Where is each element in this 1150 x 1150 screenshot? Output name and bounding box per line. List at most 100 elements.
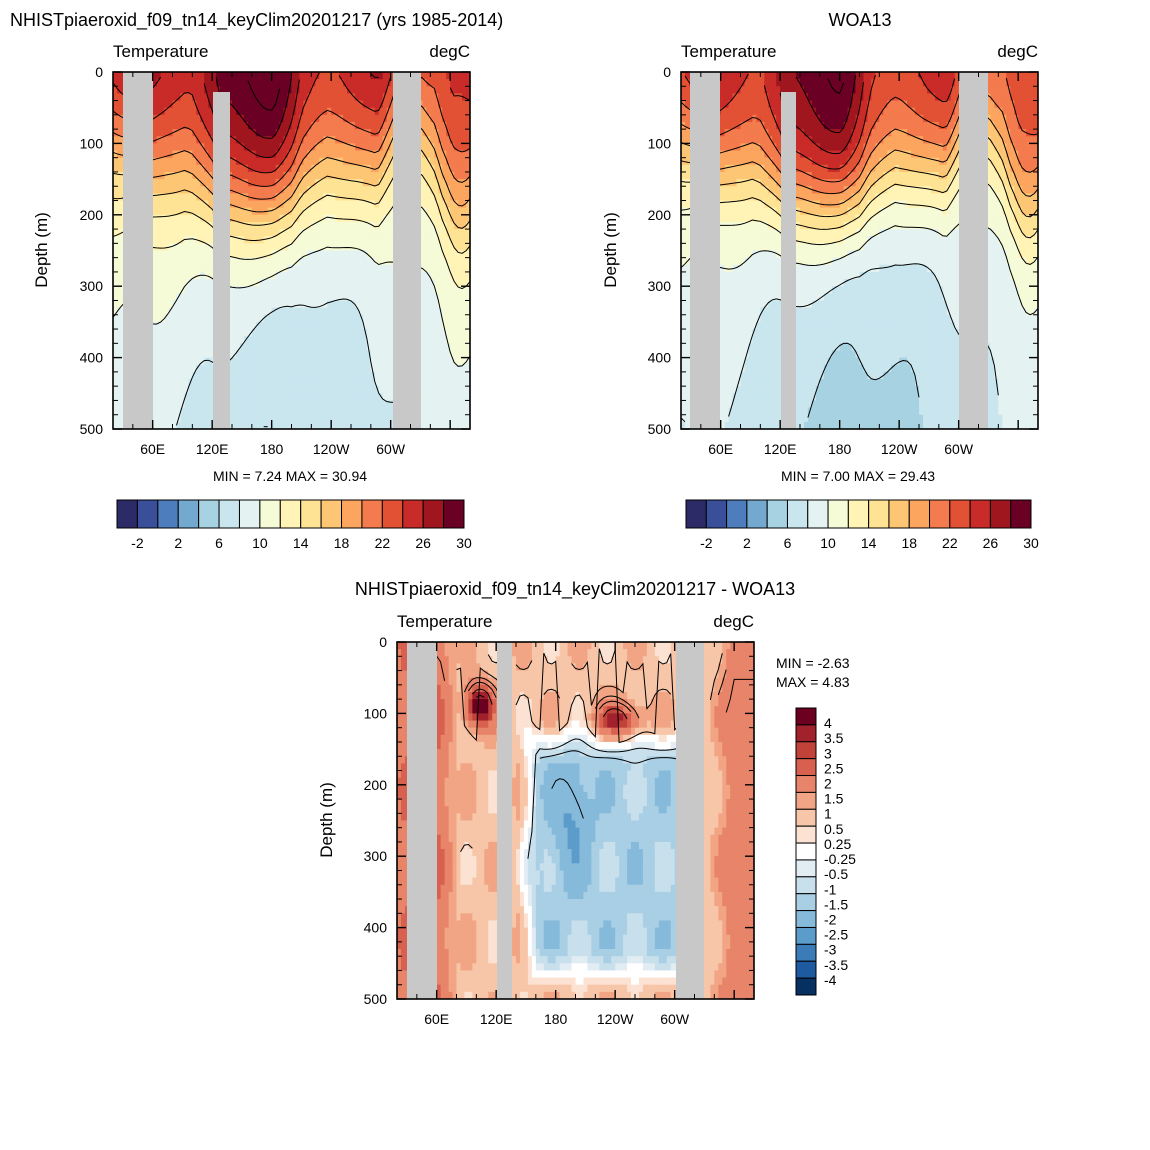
land-mask [781, 92, 796, 429]
y-ticks-obs: 0 100 200 300 400 500 [648, 64, 1038, 437]
colorbar-swatch [402, 499, 424, 529]
x-ticks-obs: 60E 120E 180 120W 60W [680, 72, 1039, 457]
colorbar-swatch [908, 499, 931, 529]
colorbar-swatch [795, 910, 817, 928]
y-tick-label: 500 [364, 991, 388, 1007]
colorbar-label: 22 [942, 535, 958, 551]
colorbar-swatch [795, 960, 817, 979]
colorbar-label: 1 [824, 806, 832, 822]
x-tick-label: 120W [881, 441, 918, 457]
colorbar-swatch [795, 977, 817, 996]
x-tick-label: 60W [660, 1011, 690, 1027]
x-tick-label: 180 [544, 1011, 568, 1027]
colorbar-label: 14 [293, 535, 309, 551]
colorbar-label: 3.5 [824, 730, 844, 746]
colorbar-label: 2 [174, 535, 182, 551]
colorbar-label: 18 [334, 535, 350, 551]
colorbar-swatch [766, 499, 788, 529]
label-temperature-diff: Temperature [397, 612, 492, 631]
x-tick-label: 60E [708, 441, 733, 457]
label-units-model: degC [429, 42, 470, 61]
colorbar-swatch [443, 499, 465, 529]
colorbar-swatch [341, 499, 363, 529]
label-units-diff: degC [713, 612, 754, 631]
x-tick-label: 60E [424, 1011, 449, 1027]
colorbar-swatch [136, 499, 159, 529]
y-tick-label: 300 [80, 278, 104, 294]
colorbar-label: -1.5 [824, 896, 848, 912]
colorbar-label: 10 [252, 535, 268, 551]
colorbar-swatch [259, 499, 281, 529]
colorbar-swatch [795, 859, 817, 878]
x-tick-label: 120W [597, 1011, 634, 1027]
min-diff: MIN = -2.63 [776, 655, 850, 671]
colorbar-label: 26 [983, 535, 999, 551]
colorbar-label: -0.25 [824, 851, 856, 867]
colorbar-swatch [361, 499, 383, 529]
title-model: NHISTpiaeroxid_f09_tn14_keyClim20201217 … [10, 10, 503, 31]
colorbar-label: -2.5 [824, 927, 848, 943]
colorbar-swatch [929, 499, 951, 529]
colorbar-swatch [795, 893, 817, 912]
colorbar-label: -0.5 [824, 866, 848, 882]
colorbar-swatch [786, 499, 809, 529]
x-tick-label: 120W [313, 441, 350, 457]
x-tick-label: 180 [260, 441, 284, 457]
colorbar-swatch [705, 499, 728, 529]
x-tick-label: 120E [764, 441, 797, 457]
colorbar-swatch [795, 791, 817, 810]
y-tick-label: 500 [80, 421, 104, 437]
colorbar-label: 6 [784, 535, 792, 551]
colorbar-swatch [795, 876, 817, 895]
colorbar-swatch [949, 499, 971, 529]
plot-area-obs [680, 71, 1039, 430]
colorbar-label: 2.5 [824, 760, 844, 776]
x-ticks-diff: 60E 120E 180 120W 60W [396, 642, 755, 1027]
colorbar-label: 22 [375, 535, 391, 551]
minmax-model: MIN = 7.24 MAX = 30.94 [213, 468, 367, 484]
colorbar-label: -2 [131, 535, 144, 551]
panel-model: NHISTpiaeroxid_f09_tn14_keyClim20201217 … [10, 10, 503, 551]
x-ticks-model: 60E 120E 180 120W 60W [112, 72, 471, 457]
x-tick-label: 60E [140, 441, 165, 457]
colorbar-label: 3 [824, 745, 832, 761]
colorbar-swatch [807, 499, 829, 529]
colorbar-label: -3.5 [824, 957, 848, 973]
colorbar-swatch [685, 499, 707, 529]
y-tick-label: 400 [364, 920, 388, 936]
y-tick-label: 300 [364, 848, 388, 864]
y-tick-label: 0 [379, 634, 387, 650]
y-tick-label: 400 [648, 350, 672, 366]
colorbar-swatch [868, 499, 890, 529]
colorbar-swatch [888, 499, 910, 529]
land-mask [213, 92, 230, 429]
label-units-obs: degC [997, 42, 1038, 61]
colorbar-swatch [795, 707, 817, 726]
y-tick-label: 300 [648, 278, 672, 294]
land-mask [407, 642, 437, 999]
colorbar-swatch [989, 499, 1012, 529]
colorbar-swatch [157, 499, 179, 529]
plot-area-diff [396, 641, 755, 1000]
colorbar-model: -2 2 6 10 14 18 22 26 30 [116, 499, 472, 551]
y-tick-label: 500 [648, 421, 672, 437]
land-mask [959, 72, 988, 429]
ylabel-obs: Depth (m) [601, 212, 620, 288]
colorbar-label: 6 [215, 535, 223, 551]
x-tick-label: 120E [196, 441, 229, 457]
colorbar-swatch [795, 758, 817, 777]
y-tick-label: 400 [80, 350, 104, 366]
colorbar-swatch [795, 775, 817, 793]
colorbar-swatch [422, 499, 445, 529]
land-mask [497, 642, 512, 999]
colorbar-label: 18 [901, 535, 917, 551]
land-mask [123, 72, 153, 429]
land-mask [393, 72, 421, 429]
colorbar-label: -3 [824, 942, 837, 958]
colorbar-label: -4 [824, 972, 837, 988]
colorbar-label: 1.5 [824, 791, 844, 807]
x-tick-label: 60W [376, 441, 406, 457]
colorbar-swatch [381, 499, 404, 529]
colorbar-label: -2 [824, 911, 837, 927]
